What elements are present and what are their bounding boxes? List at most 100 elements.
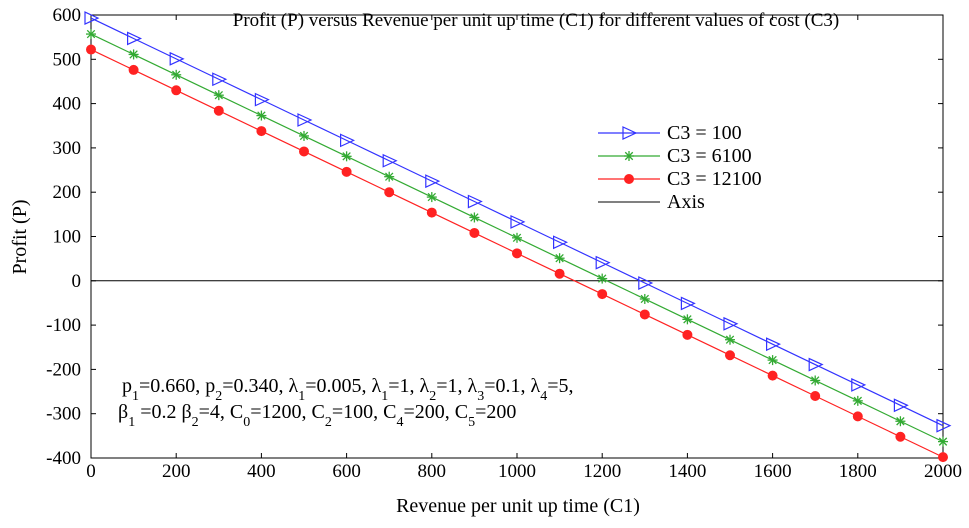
series-1-point (936, 418, 952, 433)
y-tick-label: -400 (46, 448, 81, 469)
y-tick-label: -300 (46, 404, 81, 425)
series-3-point (128, 64, 139, 75)
series-2-point (938, 436, 948, 447)
series-2-point (213, 90, 224, 101)
series-2-point (384, 171, 395, 182)
series-1-point (638, 276, 654, 290)
legend-marker-2 (624, 151, 634, 161)
series-2-point (554, 253, 565, 264)
series-3-point (86, 44, 96, 55)
parameter-annotation-line-2: β1 =0.2 β2=4, C0=1200, C2=100, C4=200, C… (118, 401, 516, 430)
series-line-1 (90, 17, 944, 427)
series-3-point (597, 289, 608, 300)
series-2-point (128, 49, 139, 60)
y-tick-label: 300 (53, 138, 82, 159)
series-3-point (426, 207, 437, 218)
series-1-point (84, 11, 100, 26)
series-2-point (639, 293, 650, 304)
series-2-point (341, 151, 352, 162)
x-tick-label: 2000 (924, 461, 962, 482)
series-1-point (510, 214, 526, 229)
legend-label-3: C3 = 12100 (667, 168, 762, 190)
series-3-point (171, 85, 182, 96)
series-2-point (852, 395, 863, 406)
legend-label-axis: Axis (667, 191, 705, 213)
series-1-point (595, 255, 611, 270)
series-3-point (512, 248, 522, 259)
series-3-point (767, 370, 778, 381)
x-tick-label: 1200 (583, 461, 621, 482)
series-1-point (723, 316, 739, 331)
series-1-point (340, 133, 356, 148)
series-2-point (512, 232, 522, 243)
legend-label-1: C3 = 100 (667, 122, 742, 144)
y-tick-label: 0 (72, 271, 82, 292)
series-1-point (893, 398, 909, 413)
y-tick-label: 600 (53, 5, 82, 26)
series-3-point (256, 126, 267, 137)
series-1-point (467, 194, 483, 209)
plot-area: 0 200 400 600 800 1000 1200 1400 1600 1800 2000600… (46, 5, 962, 482)
chart-title: Profit (P) versus Revenue per unit up ti… (233, 10, 839, 31)
series-2-point (767, 355, 778, 366)
series-3-point (895, 431, 906, 442)
series-1-point (126, 31, 143, 46)
series-3-point (341, 166, 352, 177)
series-3-point (554, 268, 565, 279)
x-axis-title: Revenue per unit up time (C1) (396, 495, 640, 517)
series-1-point (552, 235, 569, 250)
series-1-point (297, 113, 313, 127)
series-1-point (765, 337, 782, 352)
series-2-point (426, 192, 437, 203)
series-1-point (382, 153, 398, 168)
x-tick-label: 1600 (754, 461, 792, 482)
series-2-point (810, 375, 821, 386)
series-3-point (682, 329, 693, 340)
y-axis-title: Profit (P) (9, 200, 31, 275)
series-2-point (597, 273, 608, 284)
series-1-point (254, 92, 270, 107)
y-tick-label: -100 (46, 315, 81, 336)
legend-label-2: C3 = 6100 (667, 145, 752, 167)
series-3-point (810, 390, 821, 401)
series-1-point (169, 51, 185, 66)
y-tick-label: 200 (53, 182, 82, 203)
x-tick-label: 0 (86, 461, 96, 482)
x-tick-label: 600 (332, 461, 361, 482)
series-2-point (86, 29, 96, 40)
y-tick-label: 500 (53, 49, 82, 70)
series-1-point (680, 296, 696, 311)
x-tick-label: 200 (162, 461, 191, 482)
y-tick-label: 400 (53, 94, 82, 115)
x-tick-label: 1800 (839, 461, 877, 482)
x-tick-label: 1400 (668, 461, 706, 482)
series-2-point (299, 130, 309, 141)
series-1-point (851, 377, 867, 392)
parameter-annotation-line-1: p1=0.660, p2=0.340, λ1=0.005, λ1=1, λ2=1… (122, 375, 573, 404)
y-tick-label: 100 (53, 227, 82, 248)
series-2-point (469, 212, 480, 223)
series-3-point (384, 187, 395, 198)
series-2-point (895, 416, 906, 427)
legend-marker-1 (622, 126, 638, 140)
series-2-point (725, 334, 735, 345)
x-tick-label: 1000 (498, 461, 536, 482)
series-3-point (639, 309, 650, 320)
series-3-point (213, 105, 224, 116)
x-tick-label: 400 (247, 461, 276, 482)
series-1-point (212, 72, 228, 87)
series-2-point (171, 69, 182, 80)
series-3-point (725, 350, 735, 361)
series-3-point (469, 227, 480, 238)
series-1-point (425, 174, 441, 189)
x-tick-label: 800 (418, 461, 447, 482)
series-2-point (682, 314, 693, 325)
series-3-point (852, 411, 863, 422)
series-2-point (256, 110, 267, 121)
legend-marker-3 (624, 174, 634, 184)
y-tick-label: -200 (46, 359, 81, 380)
series-1-point (808, 357, 824, 372)
